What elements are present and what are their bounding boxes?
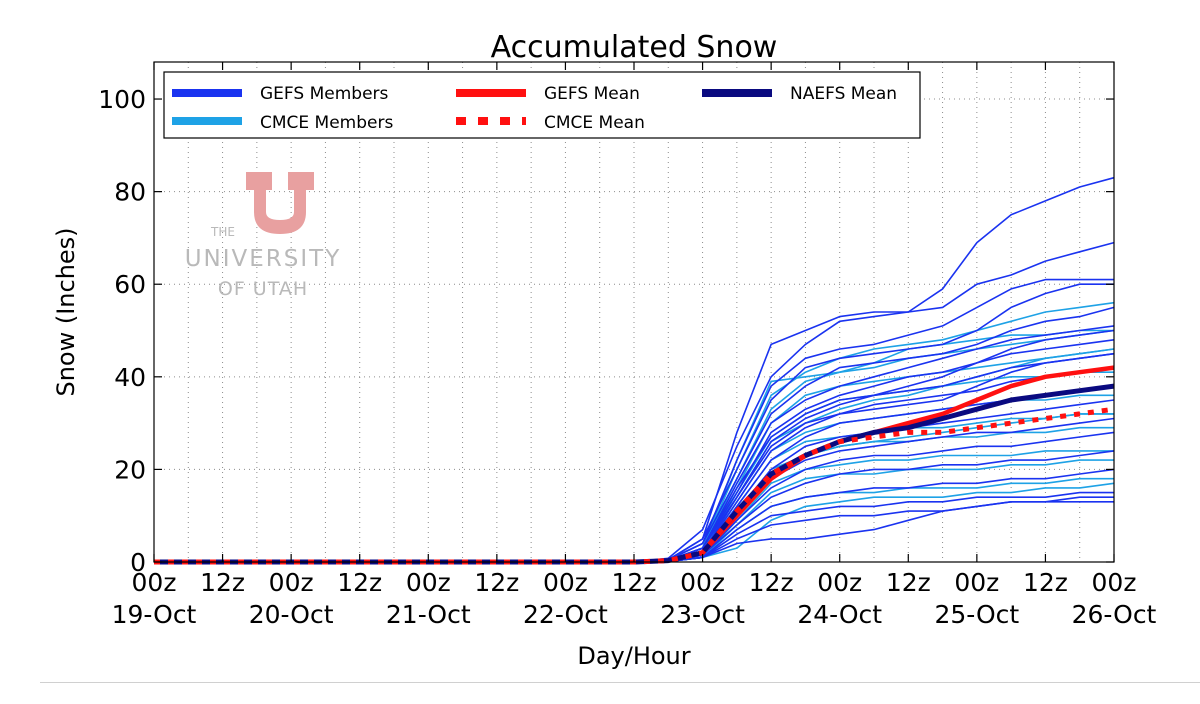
x-tick-label-day: 21-Oct: [386, 600, 471, 629]
legend-label-cmce-members: CMCE Members: [260, 113, 393, 133]
chart-root: THE UNIVERSITY OF UTAH 0 20 40 60 80 100 00z 1…: [0, 0, 1200, 700]
x-tick-label-hour: 00z: [817, 568, 862, 597]
x-tick-label-day: 24-Oct: [797, 600, 882, 629]
y-tick-label: 80: [114, 178, 146, 207]
legend-label-naefs-mean: NAEFS Mean: [790, 84, 897, 104]
accumulated-snow-chart: THE UNIVERSITY OF UTAH 020406080100 00z1…: [0, 0, 1200, 700]
chart-title: Accumulated Snow: [491, 30, 778, 65]
series-gefs-4: [154, 284, 1114, 562]
y-tick-label: 20: [114, 455, 146, 484]
legend: GEFS Members CMCE Members GEFS Mean CMCE…: [164, 72, 920, 138]
y-tick-label: 100: [98, 85, 146, 114]
legend-label-gefs-mean: GEFS Mean: [544, 84, 640, 104]
series-layer: [154, 178, 1114, 562]
series-gefs-15: [154, 469, 1114, 562]
x-tick-label-hour: 12z: [1023, 568, 1068, 597]
y-tick-label: 60: [114, 270, 146, 299]
bottom-divider: [40, 682, 1200, 683]
watermark-university: UNIVERSITY: [185, 246, 342, 272]
x-tick-label-day: 23-Oct: [660, 600, 745, 629]
y-tick-label: 40: [114, 363, 146, 392]
x-tick-label-hour: 00z: [680, 568, 725, 597]
watermark-of-utah: OF UTAH: [218, 278, 308, 300]
x-tick-label-hour: 12z: [749, 568, 794, 597]
series-gefs-6: [154, 326, 1114, 562]
x-axis-label: Day/Hour: [577, 642, 690, 670]
legend-label-gefs-members: GEFS Members: [260, 84, 389, 104]
series-cmce-10: [154, 479, 1114, 562]
x-tick-label-day: 26-Oct: [1072, 600, 1157, 629]
watermark-the: THE: [210, 225, 235, 239]
x-tick-label-day: 25-Oct: [934, 600, 1019, 629]
x-tick-label-day: 22-Oct: [523, 600, 608, 629]
x-tick-label-hour: 12z: [337, 568, 382, 597]
x-tick-label-hour: 00z: [543, 568, 588, 597]
x-tick-label-hour: 12z: [200, 568, 245, 597]
x-tick-label-hour: 12z: [612, 568, 657, 597]
series-gefs-7: [154, 340, 1114, 562]
series-gefs-3: [154, 280, 1114, 562]
y-axis-label: Snow (Inches): [52, 227, 80, 396]
x-tick-label-hour: 00z: [406, 568, 451, 597]
series-gefs-12: [154, 419, 1114, 563]
utah-u-logo-shape: [246, 172, 314, 234]
x-tick-label-hour: 00z: [269, 568, 314, 597]
university-of-utah-logo: THE UNIVERSITY OF UTAH: [185, 172, 342, 300]
x-tick-label-hour: 12z: [886, 568, 931, 597]
legend-label-cmce-mean: CMCE Mean: [544, 113, 645, 133]
x-tick-label-hour: 00z: [954, 568, 999, 597]
series-cmce-5: [154, 395, 1114, 562]
x-tick-label-hour: 12z: [474, 568, 519, 597]
x-tick-label-day: 19-Oct: [112, 600, 197, 629]
x-tick-label-hour: 00z: [1092, 568, 1137, 597]
series-cmce-9: [154, 460, 1114, 562]
x-tick-label-day: 20-Oct: [249, 600, 334, 629]
x-tick-label-hour: 00z: [132, 568, 177, 597]
series-gefs-5: [154, 307, 1114, 562]
series-gefs-1: [154, 178, 1114, 562]
